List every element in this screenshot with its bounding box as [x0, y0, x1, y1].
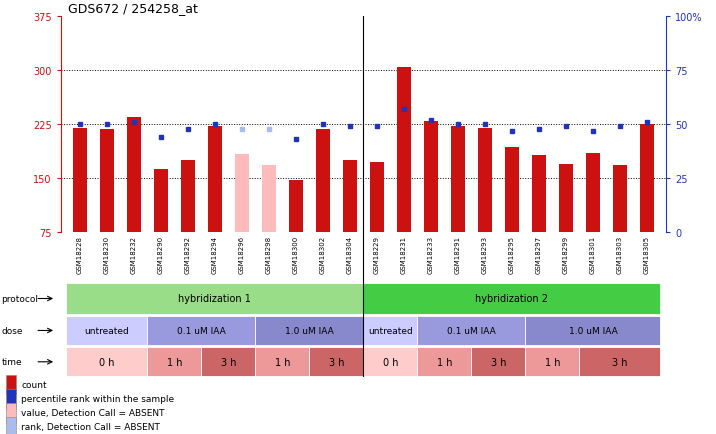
- Text: GSM18292: GSM18292: [185, 235, 190, 273]
- Bar: [147, 348, 201, 376]
- Bar: [364, 316, 417, 345]
- Text: 3 h: 3 h: [221, 357, 236, 367]
- Text: 3 h: 3 h: [329, 357, 344, 367]
- Bar: [100, 130, 114, 233]
- Bar: [235, 155, 248, 233]
- Text: GSM18300: GSM18300: [293, 235, 299, 273]
- Text: time: time: [1, 358, 22, 366]
- Bar: [147, 316, 256, 345]
- Bar: [424, 122, 437, 233]
- Text: 1 h: 1 h: [437, 357, 452, 367]
- Bar: [370, 163, 384, 233]
- Bar: [586, 154, 600, 233]
- Text: 1 h: 1 h: [167, 357, 182, 367]
- Text: 1 h: 1 h: [275, 357, 290, 367]
- Text: GSM18293: GSM18293: [482, 235, 488, 273]
- Text: GSM18228: GSM18228: [77, 235, 83, 273]
- Bar: [505, 148, 518, 233]
- Text: 1 h: 1 h: [545, 357, 560, 367]
- Text: dose: dose: [1, 326, 23, 335]
- Bar: [417, 348, 471, 376]
- Bar: [73, 128, 87, 233]
- Bar: [6, 375, 16, 395]
- Text: GSM18230: GSM18230: [104, 235, 110, 273]
- Bar: [67, 316, 147, 345]
- Text: GSM18305: GSM18305: [644, 235, 650, 273]
- Bar: [67, 348, 147, 376]
- Bar: [397, 68, 411, 233]
- Text: 1.0 uM IAA: 1.0 uM IAA: [569, 326, 617, 335]
- Bar: [471, 348, 526, 376]
- Bar: [364, 284, 660, 314]
- Bar: [6, 403, 16, 423]
- Bar: [256, 316, 364, 345]
- Text: GSM18295: GSM18295: [509, 235, 515, 273]
- Text: count: count: [21, 380, 47, 389]
- Bar: [6, 389, 16, 409]
- Bar: [532, 156, 546, 233]
- Bar: [579, 348, 660, 376]
- Bar: [364, 348, 417, 376]
- Bar: [343, 161, 357, 233]
- Text: hybridization 1: hybridization 1: [178, 294, 251, 304]
- Text: GSM18298: GSM18298: [266, 235, 272, 273]
- Bar: [559, 164, 573, 233]
- Bar: [6, 417, 16, 434]
- Bar: [256, 348, 309, 376]
- Text: GSM18303: GSM18303: [617, 235, 623, 273]
- Text: GSM18296: GSM18296: [239, 235, 245, 273]
- Text: 0 h: 0 h: [99, 357, 115, 367]
- Bar: [526, 348, 579, 376]
- Bar: [316, 130, 329, 233]
- Text: percentile rank within the sample: percentile rank within the sample: [21, 394, 175, 403]
- Bar: [640, 125, 654, 233]
- Bar: [478, 128, 492, 233]
- Bar: [417, 316, 526, 345]
- Text: GSM18291: GSM18291: [455, 235, 461, 273]
- Text: GSM18301: GSM18301: [590, 235, 596, 273]
- Text: rank, Detection Call = ABSENT: rank, Detection Call = ABSENT: [21, 422, 160, 431]
- Bar: [181, 161, 195, 233]
- Text: 3 h: 3 h: [612, 357, 628, 367]
- Text: GSM18231: GSM18231: [401, 235, 407, 273]
- Bar: [526, 316, 660, 345]
- Text: GDS672 / 254258_at: GDS672 / 254258_at: [68, 2, 198, 15]
- Bar: [208, 127, 221, 233]
- Text: untreated: untreated: [368, 326, 412, 335]
- Text: 0.1 uM IAA: 0.1 uM IAA: [447, 326, 495, 335]
- Text: value, Detection Call = ABSENT: value, Detection Call = ABSENT: [21, 408, 165, 418]
- Text: untreated: untreated: [84, 326, 129, 335]
- Text: GSM18233: GSM18233: [428, 235, 434, 273]
- Bar: [451, 126, 465, 233]
- Bar: [201, 348, 256, 376]
- Text: hybridization 2: hybridization 2: [475, 294, 548, 304]
- Bar: [154, 170, 168, 233]
- Text: GSM18294: GSM18294: [212, 235, 218, 273]
- Text: GSM18302: GSM18302: [320, 235, 326, 273]
- Text: GSM18232: GSM18232: [131, 235, 137, 273]
- Text: protocol: protocol: [1, 294, 39, 303]
- Bar: [289, 180, 303, 233]
- Text: 0 h: 0 h: [382, 357, 398, 367]
- Bar: [613, 166, 626, 233]
- Text: GSM18290: GSM18290: [158, 235, 164, 273]
- Text: GSM18229: GSM18229: [374, 235, 380, 273]
- Bar: [67, 284, 363, 314]
- Bar: [127, 118, 140, 233]
- Text: GSM18299: GSM18299: [563, 235, 569, 273]
- Text: GSM18297: GSM18297: [536, 235, 542, 273]
- Text: 1.0 uM IAA: 1.0 uM IAA: [285, 326, 334, 335]
- Bar: [262, 166, 276, 233]
- Text: 3 h: 3 h: [490, 357, 506, 367]
- Text: 0.1 uM IAA: 0.1 uM IAA: [177, 326, 226, 335]
- Bar: [309, 348, 364, 376]
- Text: GSM18304: GSM18304: [347, 235, 353, 273]
